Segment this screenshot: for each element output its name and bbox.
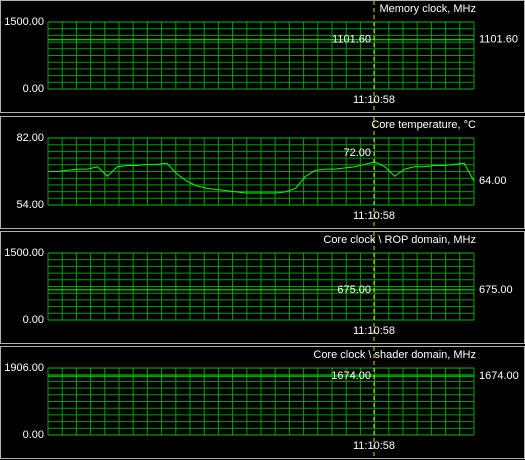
current-value: 1674.00 bbox=[479, 370, 519, 382]
y-tick-label: 0.00 bbox=[23, 429, 44, 441]
cursor-value: 1101.60 bbox=[332, 34, 371, 46]
y-tick-label: 1500.00 bbox=[4, 247, 44, 259]
current-value: 64.00 bbox=[479, 175, 507, 187]
cursor-value: 1674.00 bbox=[331, 370, 371, 382]
cursor-value: 72.00 bbox=[343, 147, 371, 159]
y-tick-label: 0.00 bbox=[23, 83, 44, 95]
panel bbox=[0, 0, 525, 113]
y-tick-label: 82.00 bbox=[16, 132, 44, 144]
panel bbox=[0, 346, 525, 459]
chart-title: Core clock \ ROP domain, MHz bbox=[323, 234, 476, 246]
panel bbox=[0, 116, 525, 229]
y-tick-label: 1500.00 bbox=[4, 16, 44, 28]
y-tick-label: 0.00 bbox=[23, 314, 44, 326]
chart-title: Memory clock, MHz bbox=[379, 3, 476, 15]
cursor-value: 675.00 bbox=[337, 284, 371, 296]
cursor-time: 11:10:58 bbox=[353, 94, 395, 106]
panel bbox=[0, 231, 525, 344]
y-tick-label: 54.00 bbox=[16, 199, 44, 211]
cursor-time: 11:10:58 bbox=[353, 325, 395, 337]
current-value: 1101.60 bbox=[479, 34, 518, 46]
y-tick-label: 1906.00 bbox=[4, 362, 44, 374]
data-line bbox=[48, 161, 475, 194]
cursor-time: 11:10:58 bbox=[353, 440, 395, 452]
current-value: 675.00 bbox=[479, 284, 513, 296]
chart-title: Core clock \ shader domain, MHz bbox=[313, 349, 476, 361]
chart-title: Core temperature, °C bbox=[371, 119, 476, 131]
cursor-time: 11:10:58 bbox=[353, 210, 395, 222]
